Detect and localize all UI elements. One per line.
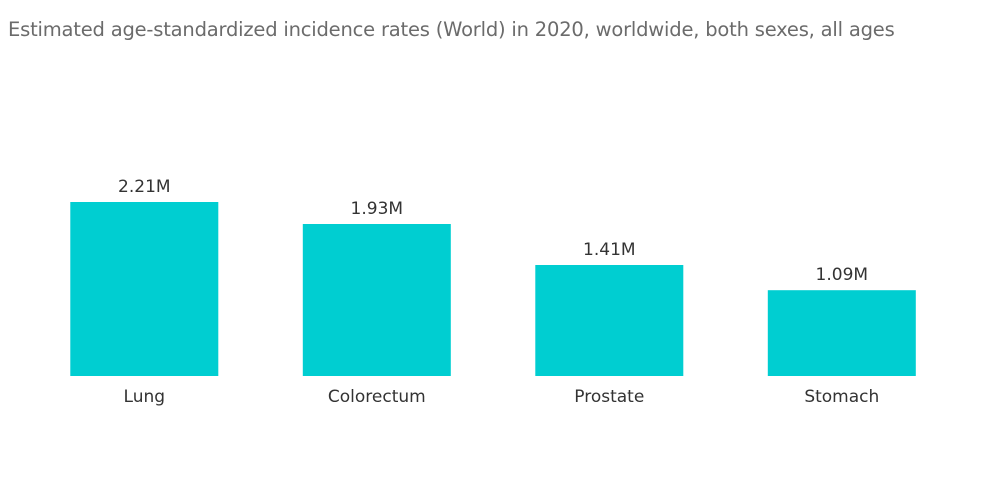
bars-layer <box>70 202 916 376</box>
category-label-prostate: Prostate <box>574 387 644 407</box>
chart-title: Estimated age-standardized incidence rat… <box>8 18 895 41</box>
data-label-colorectum: 1.93M <box>351 199 404 219</box>
bar-lung <box>70 202 219 376</box>
category-label-colorectum: Colorectum <box>328 387 426 407</box>
data-label-lung: 2.21M <box>118 177 171 197</box>
category-labels-layer: Lung Colorectum Prostate Stomach <box>124 387 880 407</box>
category-label-lung: Lung <box>124 387 166 407</box>
data-label-prostate: 1.41M <box>583 240 636 260</box>
category-label-stomach: Stomach <box>804 387 879 407</box>
bar-colorectum <box>302 224 451 376</box>
bar-prostate <box>535 265 684 376</box>
bar-stomach <box>767 290 916 376</box>
value-labels-layer: 2.21M 1.93M 1.41M 1.09M <box>118 177 868 285</box>
data-label-stomach: 1.09M <box>816 265 869 285</box>
